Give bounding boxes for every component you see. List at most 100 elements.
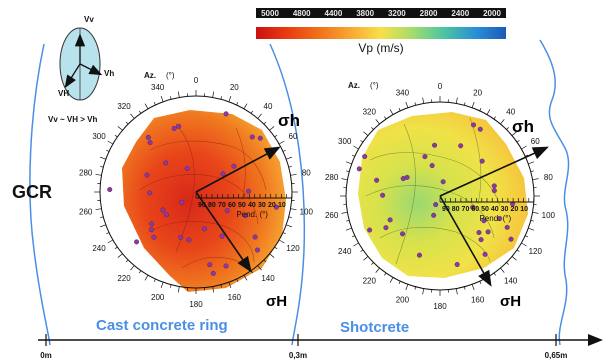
shotcrete-ring-tick (384, 272, 387, 276)
cast-ring-tick (257, 113, 262, 119)
shotcrete-azimuth-label: 160 (471, 295, 485, 304)
shotcrete-ring-tick (353, 145, 359, 150)
shotcrete-ring-tick (528, 161, 535, 165)
sample-point (432, 142, 438, 148)
cast-ring-tick (107, 140, 114, 145)
sample-point (184, 166, 190, 172)
cast-ring-tick (100, 216, 104, 218)
cast-ring-tick (117, 253, 123, 258)
colorbar-tick-label: 3200 (388, 9, 406, 18)
sample-point (431, 212, 437, 218)
cast-ring-tick (177, 286, 180, 293)
shotcrete-azimuth-label: 80 (544, 173, 553, 182)
shotcrete-ring-tick (471, 101, 475, 108)
shotcrete-azimuth-label: 100 (542, 211, 556, 220)
sample-point (107, 187, 113, 193)
shotcrete-sigma-h-arrow (439, 146, 549, 197)
shotcrete-ring-tick (516, 249, 520, 252)
shotcrete-ring-tick (525, 235, 529, 238)
shotcrete-ring-tick (506, 262, 509, 265)
cast-ring-tick (212, 286, 215, 293)
sample-point (246, 188, 252, 194)
cast-ring-tick (290, 173, 297, 176)
sample-point (491, 183, 497, 189)
shotcrete-pendage-label: 10 (520, 206, 528, 213)
shotcrete-sigma-H-label: σH (500, 293, 521, 310)
cast-ring-tick (125, 121, 129, 125)
shotcrete-ring-tick (414, 286, 417, 290)
shotcrete-stress-arrows: σh σH (439, 117, 549, 310)
cast-pendage-title: Pend. (°) (236, 210, 268, 219)
shotcrete-azimuth-label: 40 (506, 108, 515, 117)
sample-point (404, 174, 410, 180)
shotcrete-ring-tick (375, 119, 380, 125)
cast-ring-tick (138, 110, 142, 114)
shotcrete-ring-tick (346, 219, 350, 222)
cast-sigma-H-label: σH (266, 293, 287, 310)
sample-point (147, 190, 153, 196)
cast-ring-tick (160, 282, 164, 288)
cast-azimuth-label: 80 (302, 169, 311, 178)
cast-azimuth-label: 0 (194, 76, 199, 85)
sample-point (171, 125, 177, 131)
shotcrete-ring-tick (360, 249, 364, 252)
cast-shotcrete-boundary-line (269, 43, 306, 346)
cast-pendage-label: 20 (268, 202, 276, 209)
colorbar-tick-label: 5000 (261, 9, 279, 18)
colorbar-label-strip (256, 8, 506, 18)
shotcrete-azimuth-label: 140 (504, 276, 518, 285)
shotcrete-ring-tick (389, 109, 394, 115)
shotcrete-ring-tick (351, 154, 355, 157)
sample-point (478, 237, 484, 243)
shotcrete-az-unit: (°) (370, 81, 379, 90)
gcr-label: GCR (12, 182, 52, 202)
sample-point (273, 204, 279, 210)
sample-point (147, 140, 153, 146)
cast-ring-tick (290, 208, 297, 211)
sample-point (476, 230, 482, 236)
sample-point (148, 227, 154, 233)
sample-point (504, 224, 510, 230)
cast-concrete-ring-label: Cast concrete ring (96, 317, 228, 334)
shotcrete-ring-tick (511, 131, 517, 136)
shotcrete-ring-tick (511, 256, 517, 261)
colorbar-tick-label: 2400 (451, 9, 469, 18)
sample-point (477, 126, 483, 132)
shotcrete-ring-tick (345, 161, 352, 165)
sample-point (243, 213, 249, 219)
sample-point (151, 234, 157, 240)
cast-ring-tick (114, 134, 118, 138)
sample-point (482, 251, 488, 257)
sample-point (149, 221, 155, 227)
sample-point (470, 204, 476, 210)
shotcrete-ring-tick (532, 178, 539, 181)
shotcrete-ring-tick (345, 227, 352, 231)
cast-ring-tick (282, 149, 286, 152)
cast-azimuth-label: 180 (189, 300, 203, 309)
shotcrete-ring-tick (353, 242, 359, 247)
shotcrete-ring-tick (516, 140, 520, 143)
cast-azimuth-label: 160 (228, 293, 242, 302)
sample-point (433, 202, 439, 208)
shotcrete-pendage-label: 80 (452, 206, 460, 213)
distance-label-1: 0,3m (289, 351, 307, 360)
shotcrete-sigma-H-arrow (439, 195, 492, 287)
shotcrete-ring-tick (521, 145, 527, 150)
boundaries (29, 39, 570, 346)
cast-stereonet-frame: 0 20 40 60 80 100 120 140 160 180 200 220 240 260 280 3… (79, 76, 313, 309)
cast-pendage-label: 80 (208, 202, 216, 209)
cast-sigma-h-label: σh (278, 111, 300, 130)
shotcrete-azimuth-label: 120 (529, 247, 543, 256)
velocity-relation: Vv ~ VH > Vh (48, 115, 97, 124)
cast-sigma-h-arrow (195, 146, 281, 193)
outer-boundary-line (539, 39, 570, 346)
cast-ring-tick (130, 265, 135, 271)
cast-azimuth-label: 220 (117, 274, 131, 283)
sample-point (160, 207, 166, 213)
cast-velocity-contour-fill (122, 110, 286, 292)
shotcrete-azimuth-label: 200 (396, 295, 410, 304)
cast-ring-tick (130, 113, 135, 119)
sample-point (380, 192, 386, 198)
colorbar-tick-label: 3800 (356, 9, 374, 18)
